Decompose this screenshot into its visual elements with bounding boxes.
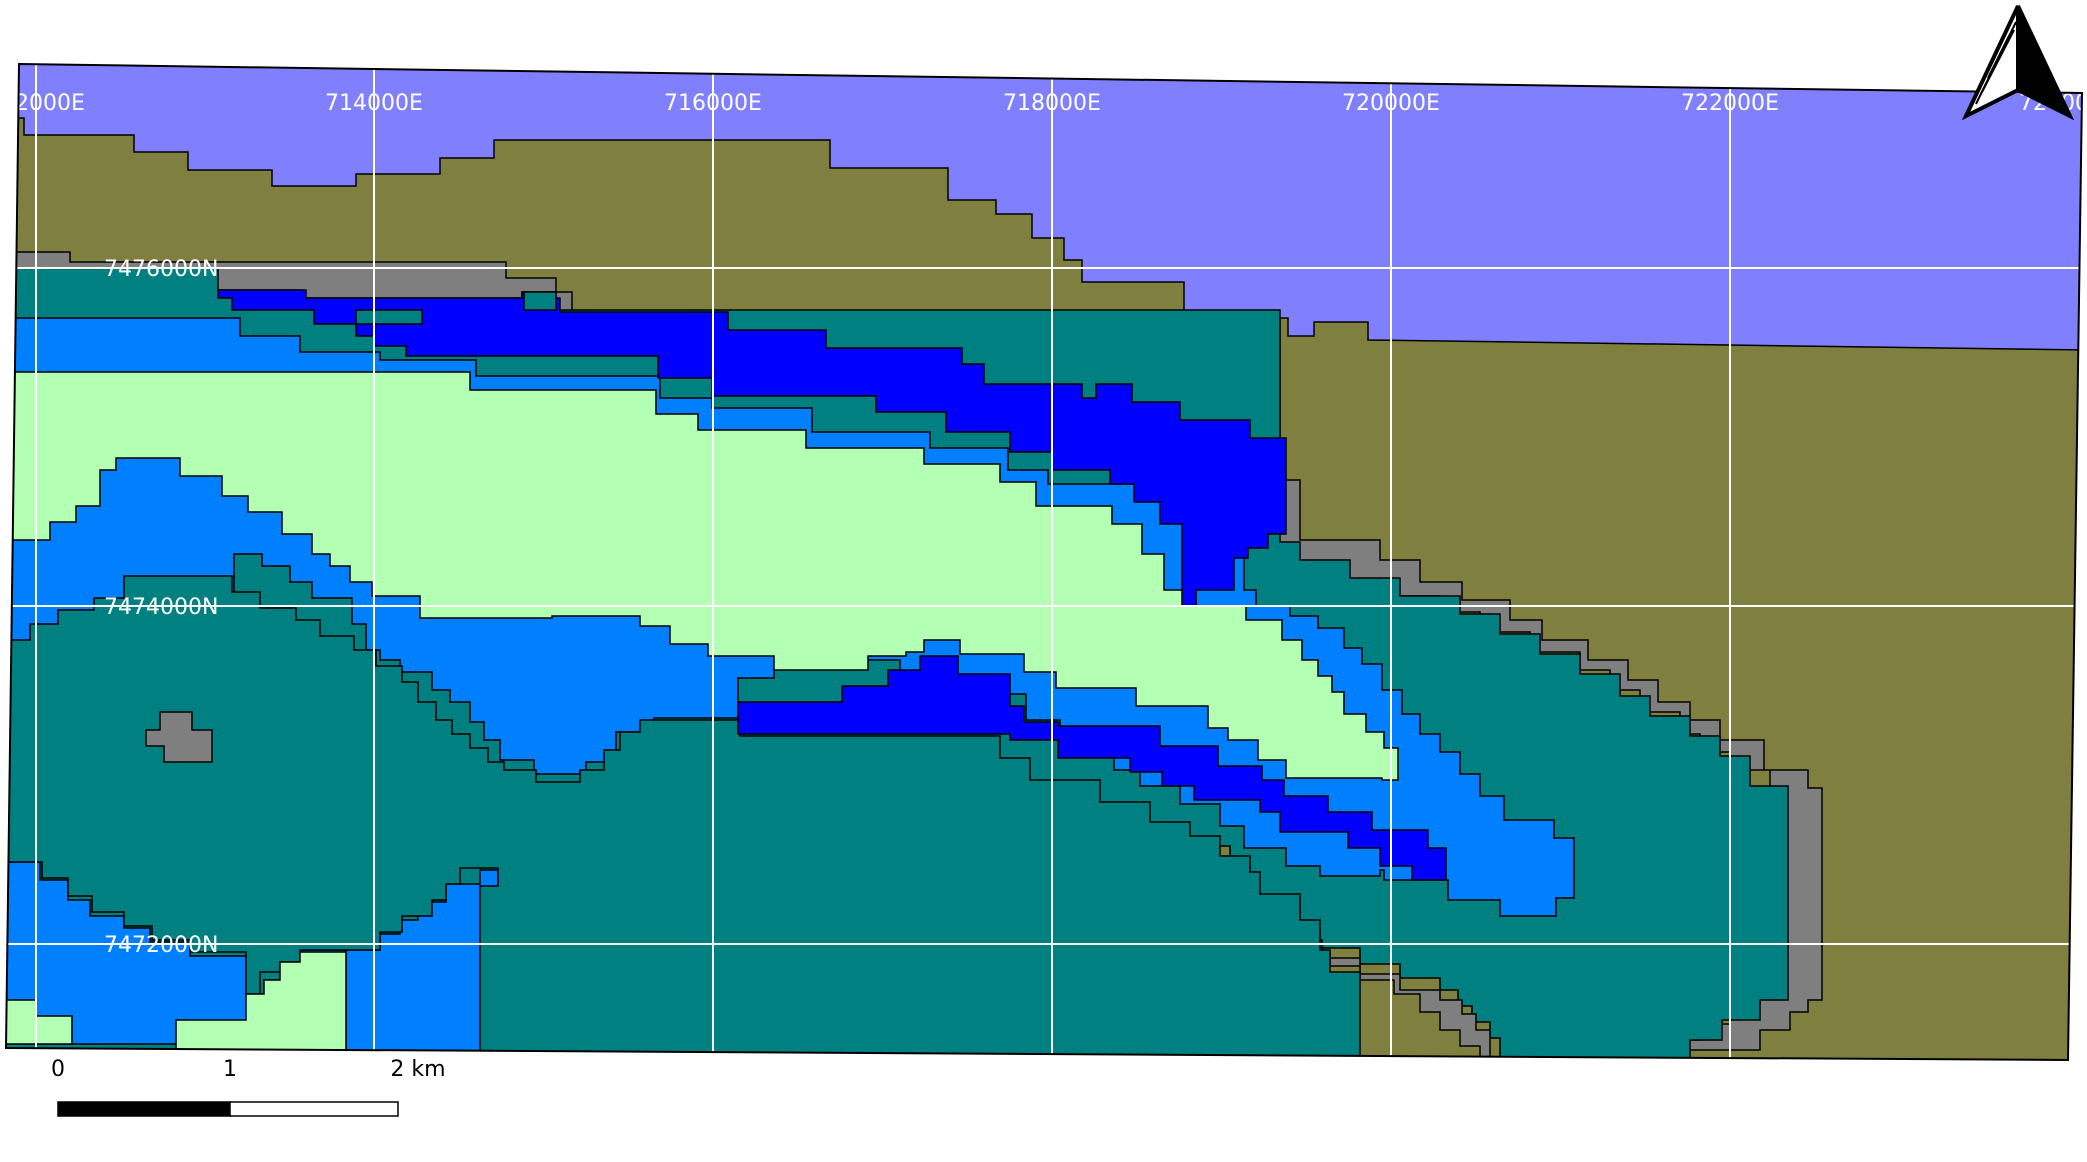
scale-label-1: 1 bbox=[223, 1057, 237, 1082]
teal-patch-small bbox=[355, 309, 423, 325]
northing-label: 7474000N bbox=[104, 595, 218, 620]
northing-label: 7472000N bbox=[104, 933, 218, 958]
scale-label-2: 2 km bbox=[390, 1057, 445, 1082]
pale-green-area bbox=[6, 371, 1399, 781]
northing-label: 7476000N bbox=[104, 257, 218, 282]
easting-label: 720000E bbox=[1342, 91, 1440, 116]
grid-labels: 712000E 714000E 716000E 718000E 720000E … bbox=[0, 91, 2082, 958]
pale-green-strip bbox=[175, 951, 347, 1060]
blue-band-lower bbox=[737, 655, 1447, 881]
map-layers: 712000E 714000E 716000E 718000E 720000E … bbox=[0, 64, 2082, 1060]
north-arrow-icon bbox=[1961, 5, 2075, 121]
scale-bar: 0 1 2 km bbox=[51, 1057, 446, 1117]
easting-label: 716000E bbox=[664, 91, 762, 116]
easting-label: 718000E bbox=[1003, 91, 1101, 116]
blue-band-upper bbox=[217, 289, 1287, 607]
gray-island bbox=[145, 711, 213, 763]
easting-label: 712000E bbox=[0, 91, 85, 116]
easting-label: 714000E bbox=[325, 91, 423, 116]
teal-patch-small-2 bbox=[523, 291, 557, 311]
scale-bar-black-segment bbox=[57, 1101, 231, 1117]
scale-bar-white-segment bbox=[229, 1101, 399, 1117]
easting-label: 722000E bbox=[1681, 91, 1779, 116]
map-border bbox=[4, 62, 2084, 1062]
scale-label-0: 0 bbox=[51, 1057, 65, 1082]
map-grid bbox=[6, 64, 2082, 1060]
